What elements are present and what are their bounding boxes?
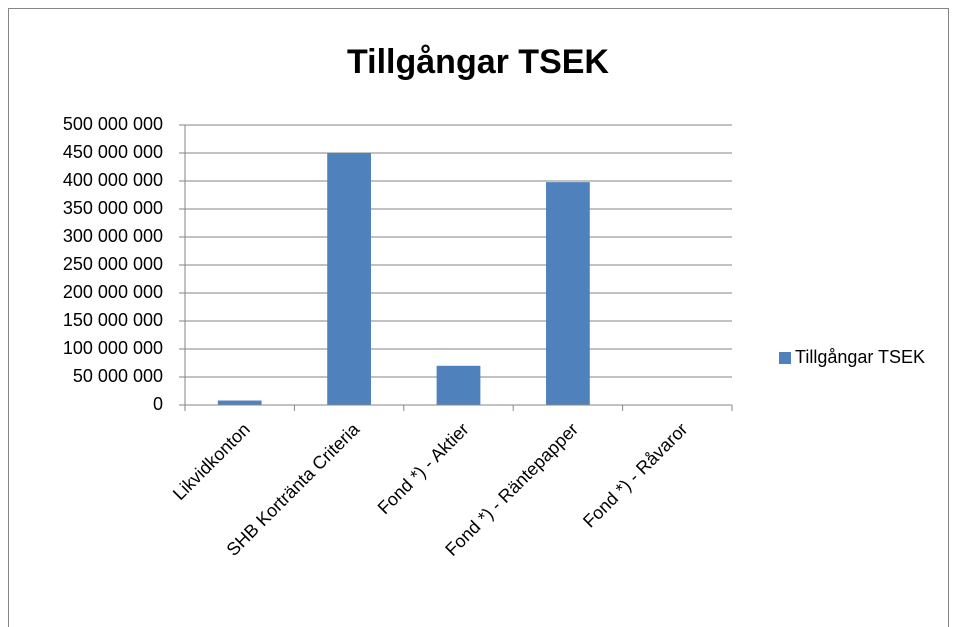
- y-tick-label: 300 000 000: [63, 226, 163, 246]
- y-tick-label: 200 000 000: [63, 282, 163, 302]
- bar: [327, 153, 371, 405]
- y-tick-label: 250 000 000: [63, 254, 163, 274]
- chart-border: [8, 8, 949, 627]
- y-tick-label: 350 000 000: [63, 198, 163, 218]
- y-tick-label: 500 000 000: [63, 114, 163, 134]
- y-tick-label: 400 000 000: [63, 170, 163, 190]
- y-tick-label: 50 000 000: [73, 366, 163, 386]
- y-tick-label: 150 000 000: [63, 310, 163, 330]
- legend-label: Tillgångar TSEK: [795, 347, 925, 367]
- bar: [546, 182, 590, 405]
- bar: [217, 400, 262, 405]
- bar: [436, 365, 481, 405]
- chart-title: Tillgångar TSEK: [347, 43, 609, 81]
- legend-swatch: [779, 352, 791, 364]
- y-tick-label: 100 000 000: [63, 338, 163, 358]
- y-tick-label: 450 000 000: [63, 142, 163, 162]
- y-tick-label: 0: [153, 394, 163, 414]
